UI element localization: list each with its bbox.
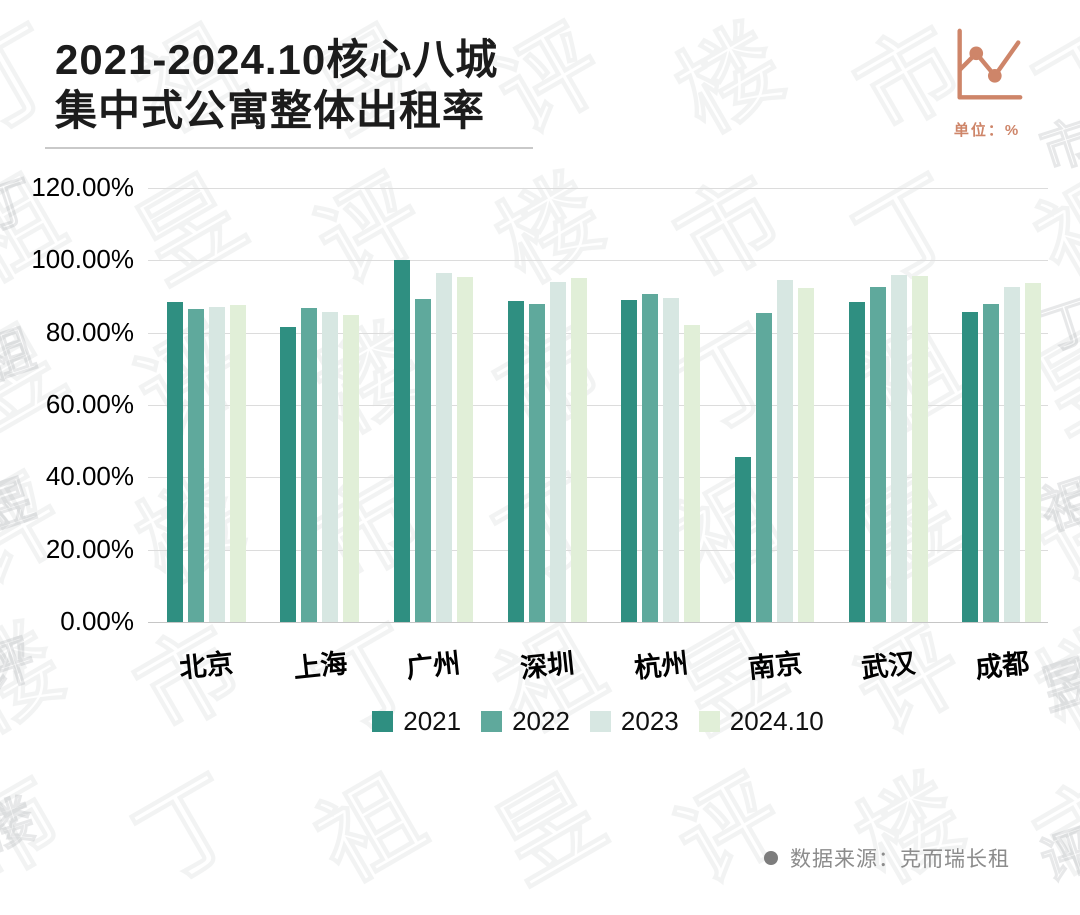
data-source: 数据来源：克而瑞长租 [764, 843, 1010, 873]
chart-title-line1: 2021-2024.10核心八城 [55, 36, 499, 83]
bar-2024.10-成都 [1025, 282, 1042, 622]
bar-2024.10-上海 [343, 314, 360, 622]
bar-2021-北京 [166, 302, 183, 622]
bar-2023-南京 [777, 280, 793, 622]
bar-2021-南京 [735, 456, 751, 622]
bar-2023-成都 [1004, 287, 1021, 622]
gridline [148, 549, 1048, 551]
bar-2022-广州 [414, 299, 431, 622]
bar-2024.10-南京 [798, 288, 814, 622]
bar-2022-成都 [983, 304, 1000, 622]
legend-swatch-2023 [589, 711, 611, 732]
x-axis-label-杭州: 杭州 [632, 648, 690, 684]
x-axis-label-广州: 广州 [405, 648, 463, 684]
unit-label: 单位：% [953, 122, 1021, 139]
bar-2022-杭州 [642, 294, 659, 622]
bar-2021-武汉 [848, 301, 865, 622]
bar-2024.10-北京 [229, 304, 246, 622]
bar-2021-杭州 [621, 299, 638, 622]
source-bullet-icon [764, 851, 778, 865]
bar-2021-上海 [280, 326, 297, 622]
bar-2022-上海 [301, 308, 318, 622]
y-axis-tick-label: 100.00% [31, 244, 134, 275]
y-axis-tick-label: 20.00% [45, 533, 134, 564]
legend-label: 2021 [403, 706, 462, 736]
y-axis-tick-label: 80.00% [45, 316, 134, 347]
legend-label: 2023 [620, 706, 679, 736]
bar-2024.10-深圳 [570, 277, 587, 622]
legend-swatch-2021 [372, 711, 394, 732]
chart-title: 2021-2024.10核心八城 集中式公寓整体出租率 [55, 34, 498, 136]
legend-item-2021: 2021 [372, 706, 461, 737]
title-underline [45, 147, 533, 149]
x-axis-line [148, 622, 1048, 623]
bar-2021-成都 [962, 312, 979, 622]
gridline [148, 405, 1048, 406]
bar-2023-杭州 [663, 297, 680, 622]
legend-swatch-2022 [481, 711, 503, 732]
line-chart-icon [957, 28, 1023, 100]
bar-2022-深圳 [528, 303, 545, 622]
gridline [148, 477, 1048, 479]
y-axis-tick-label: 40.00% [45, 461, 134, 492]
x-axis-label-深圳: 深圳 [518, 648, 576, 684]
bar-2024.10-广州 [456, 276, 473, 622]
bar-2022-南京 [756, 313, 772, 622]
legend-item-2022: 2022 [481, 706, 570, 737]
legend-item-2023: 2023 [589, 706, 679, 737]
corner-badge: 单位：% [942, 26, 1032, 140]
bar-2021-广州 [393, 260, 410, 622]
x-axis-label-武汉: 武汉 [860, 648, 917, 684]
bar-2021-深圳 [507, 300, 524, 622]
legend-label: 2022 [512, 706, 570, 736]
legend-label: 2024.10 [729, 706, 824, 736]
y-axis-tick-label: 0.00% [60, 606, 134, 636]
y-axis-tick-label: 60.00% [45, 389, 134, 419]
bar-2023-广州 [435, 272, 452, 622]
x-axis-label-成都: 成都 [973, 648, 1031, 684]
bar-2024.10-杭州 [684, 325, 701, 622]
y-axis-tick-label: 120.00% [31, 172, 134, 202]
bar-2022-武汉 [869, 287, 886, 622]
source-text: 数据来源：克而瑞长租 [790, 848, 1010, 871]
bar-2023-北京 [208, 306, 225, 622]
bar-2023-武汉 [890, 274, 907, 622]
bar-2023-上海 [322, 311, 339, 622]
x-axis-label-北京: 北京 [177, 648, 235, 684]
chart-legend: 2021 2022 2023 2024.10 [148, 706, 1048, 737]
chart-title-line2: 集中式公寓整体出租率 [55, 87, 486, 134]
x-axis-label-南京: 南京 [746, 648, 804, 684]
legend-swatch-2024.10 [698, 711, 720, 732]
gridline [148, 188, 1048, 189]
gridline [148, 260, 1048, 262]
gridline [148, 332, 1048, 334]
bar-2022-北京 [187, 309, 204, 622]
x-axis-label-上海: 上海 [291, 648, 349, 684]
bar-2023-深圳 [549, 282, 566, 622]
bar-2024.10-武汉 [911, 275, 928, 622]
legend-item-2024.10: 2024.10 [698, 706, 824, 737]
